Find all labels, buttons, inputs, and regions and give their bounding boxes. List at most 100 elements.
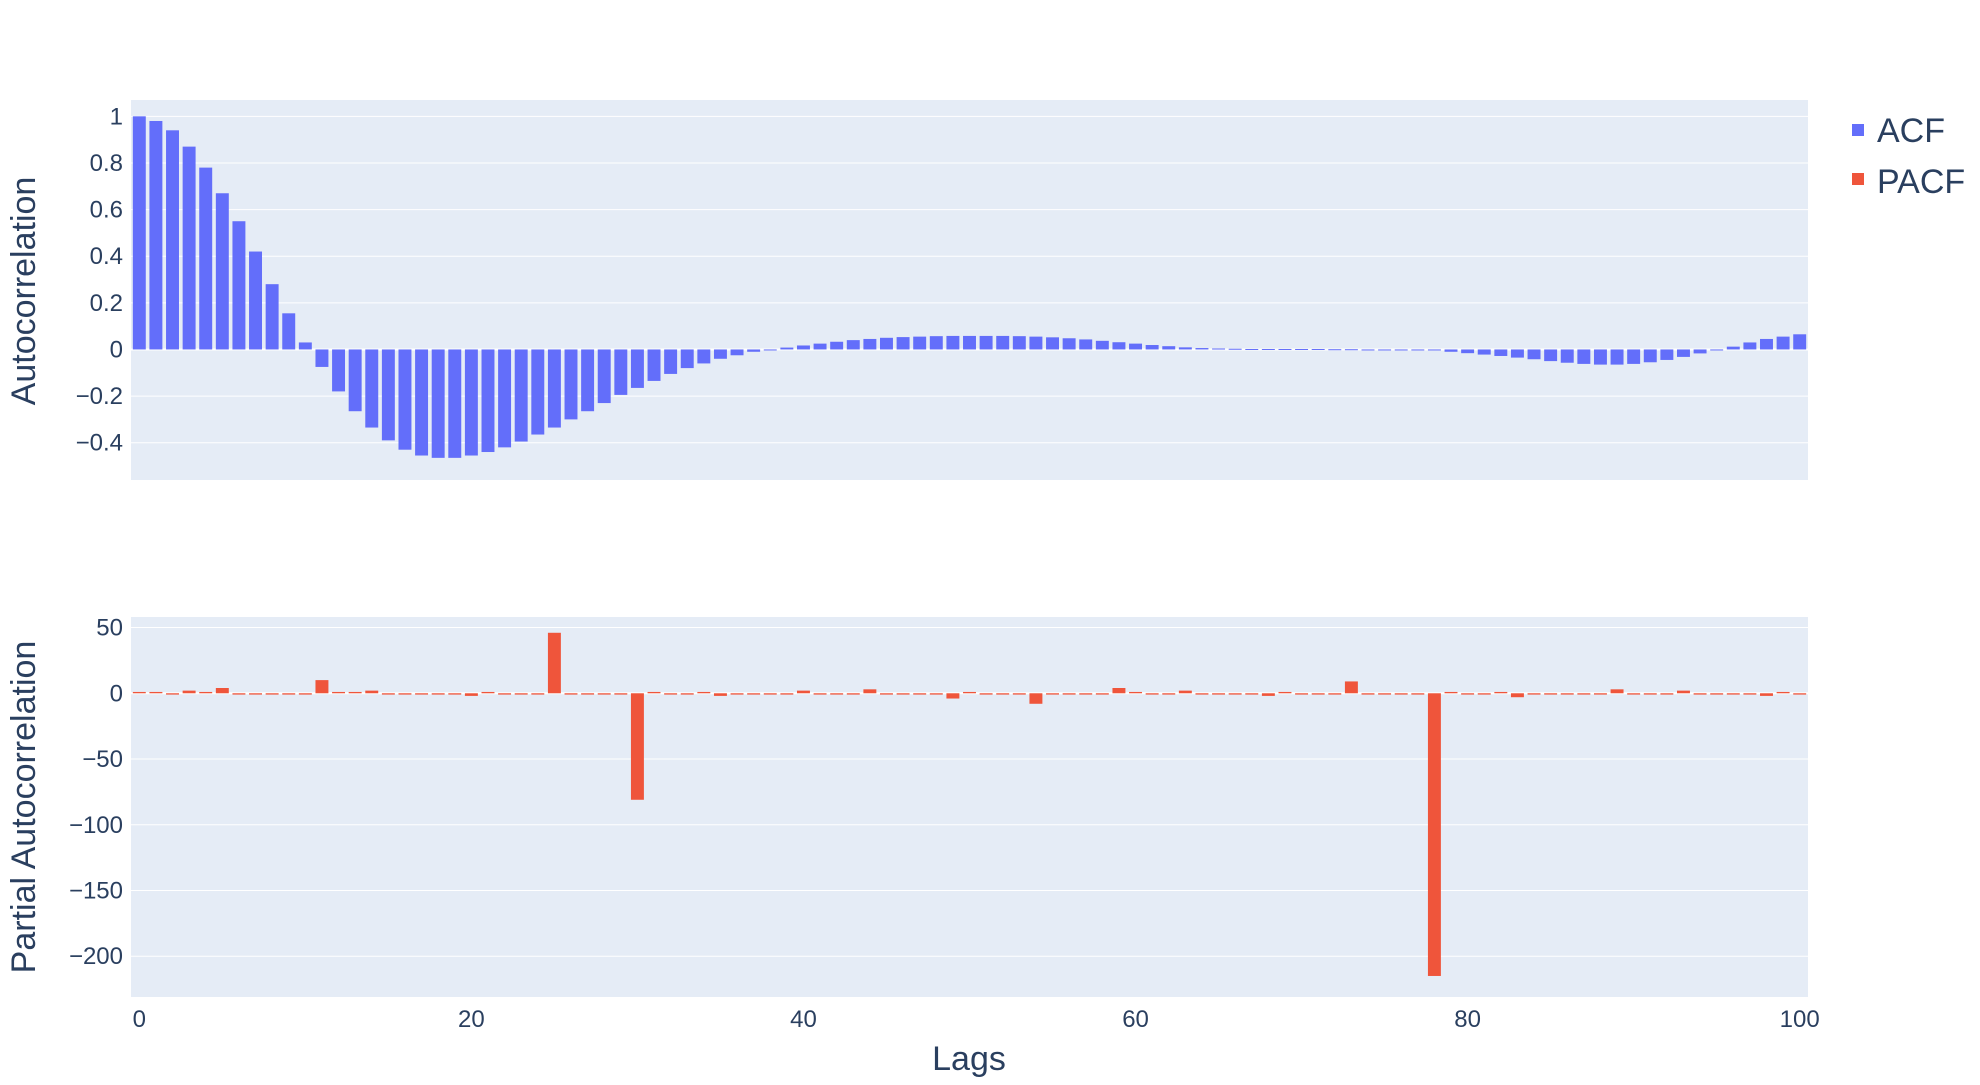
pacf-bar[interactable] (1295, 693, 1309, 695)
pacf-bar[interactable] (1627, 693, 1641, 695)
acf-bar[interactable] (1494, 349, 1508, 356)
acf-bar[interactable] (796, 345, 810, 350)
pacf-bar[interactable] (265, 693, 279, 695)
acf-bar[interactable] (896, 337, 910, 350)
pacf-bar[interactable] (1212, 693, 1226, 695)
pacf-bar[interactable] (1261, 693, 1275, 696)
pacf-bar[interactable] (1129, 691, 1143, 694)
acf-bar[interactable] (1029, 336, 1043, 350)
pacf-bar[interactable] (415, 693, 429, 695)
pacf-bar[interactable] (1643, 693, 1657, 695)
pacf-bar[interactable] (1793, 693, 1807, 695)
pacf-bar[interactable] (149, 691, 163, 694)
acf-bar[interactable] (1760, 338, 1773, 350)
acf-bar[interactable] (199, 167, 213, 350)
acf-bar[interactable] (1593, 349, 1607, 365)
pacf-bar[interactable] (498, 693, 512, 695)
acf-bar[interactable] (1544, 349, 1558, 362)
acf-bar[interactable] (481, 349, 495, 453)
acf-bar[interactable] (863, 338, 877, 350)
acf-bar[interactable] (1676, 349, 1690, 357)
pacf-bar[interactable] (1577, 693, 1591, 695)
legend-item-pacf[interactable]: PACF (1852, 163, 1965, 201)
pacf-bar[interactable] (249, 693, 263, 695)
acf-bar[interactable] (730, 349, 744, 356)
pacf-bar[interactable] (1095, 693, 1109, 695)
acf-bar[interactable] (448, 349, 462, 458)
pacf-bar[interactable] (1494, 691, 1508, 694)
acf-bar[interactable] (547, 349, 561, 428)
acf-bar[interactable] (1660, 349, 1674, 360)
pacf-bar[interactable] (1544, 693, 1558, 695)
acf-bar[interactable] (1012, 336, 1026, 350)
pacf-bar[interactable] (1245, 693, 1259, 695)
pacf-bar[interactable] (730, 693, 744, 695)
acf-bar[interactable] (1145, 345, 1159, 350)
acf-bar[interactable] (1228, 348, 1242, 350)
pacf-bar[interactable] (1344, 681, 1358, 694)
acf-bar[interactable] (315, 349, 329, 367)
pacf-bar[interactable] (647, 691, 661, 694)
pacf-bar[interactable] (564, 693, 578, 695)
pacf-bar[interactable] (232, 693, 246, 695)
pacf-bar[interactable] (531, 693, 545, 695)
pacf-bar[interactable] (846, 693, 860, 695)
pacf-bar[interactable] (713, 693, 727, 696)
acf-bar[interactable] (1477, 349, 1491, 355)
pacf-bar[interactable] (1079, 693, 1093, 695)
acf-bar[interactable] (846, 340, 860, 350)
acf-bar[interactable] (232, 221, 246, 350)
acf-bar[interactable] (664, 349, 678, 374)
acf-bar[interactable] (215, 193, 229, 350)
pacf-bar[interactable] (780, 693, 794, 695)
acf-bar[interactable] (1344, 349, 1358, 351)
acf-bar[interactable] (1444, 349, 1458, 352)
pacf-bar[interactable] (381, 693, 395, 695)
pacf-bar[interactable] (464, 693, 478, 696)
pacf-bar[interactable] (1394, 693, 1408, 695)
acf-bar[interactable] (1427, 349, 1441, 351)
acf-bar[interactable] (1411, 349, 1425, 351)
pacf-bar[interactable] (796, 690, 810, 694)
acf-bar[interactable] (1328, 349, 1342, 351)
acf-bar[interactable] (813, 343, 827, 350)
acf-bar[interactable] (381, 349, 395, 441)
acf-bar[interactable] (614, 349, 628, 395)
pacf-bar[interactable] (1311, 693, 1325, 695)
acf-bar[interactable] (647, 349, 661, 381)
pacf-bar[interactable] (1195, 693, 1209, 695)
pacf-bar[interactable] (1477, 693, 1491, 695)
pacf-bar[interactable] (332, 691, 346, 694)
acf-bar[interactable] (1129, 343, 1143, 350)
pacf-bar[interactable] (1427, 693, 1441, 976)
pacf-bar[interactable] (1378, 693, 1392, 695)
pacf-bar[interactable] (1145, 693, 1159, 695)
pacf-bar[interactable] (747, 693, 761, 695)
pacf-bar[interactable] (514, 693, 528, 695)
pacf-bar[interactable] (1560, 693, 1574, 695)
pacf-bar[interactable] (1760, 693, 1773, 696)
acf-bar[interactable] (747, 349, 761, 352)
pacf-bar[interactable] (1693, 693, 1707, 695)
acf-bar[interactable] (365, 349, 379, 428)
acf-bar[interactable] (348, 349, 362, 412)
pacf-bar[interactable] (581, 693, 595, 695)
pacf-bar[interactable] (1228, 693, 1242, 695)
acf-bar[interactable] (514, 349, 528, 442)
pacf-bar[interactable] (1676, 690, 1690, 694)
acf-bar[interactable] (132, 116, 146, 350)
acf-bar[interactable] (332, 349, 346, 392)
pacf-bar[interactable] (1012, 693, 1026, 695)
pacf-bar[interactable] (166, 693, 179, 695)
pacf-bar[interactable] (880, 693, 893, 695)
acf-bar[interactable] (880, 337, 893, 350)
pacf-bar[interactable] (298, 693, 312, 695)
acf-bar[interactable] (597, 349, 611, 404)
pacf-bar[interactable] (1610, 689, 1624, 694)
acf-bar[interactable] (1776, 336, 1790, 350)
pacf-bar[interactable] (996, 693, 1010, 695)
acf-bar[interactable] (697, 349, 711, 364)
acf-bar[interactable] (1195, 348, 1209, 350)
acf-bar[interactable] (265, 284, 279, 350)
acf-bar[interactable] (1311, 348, 1325, 350)
